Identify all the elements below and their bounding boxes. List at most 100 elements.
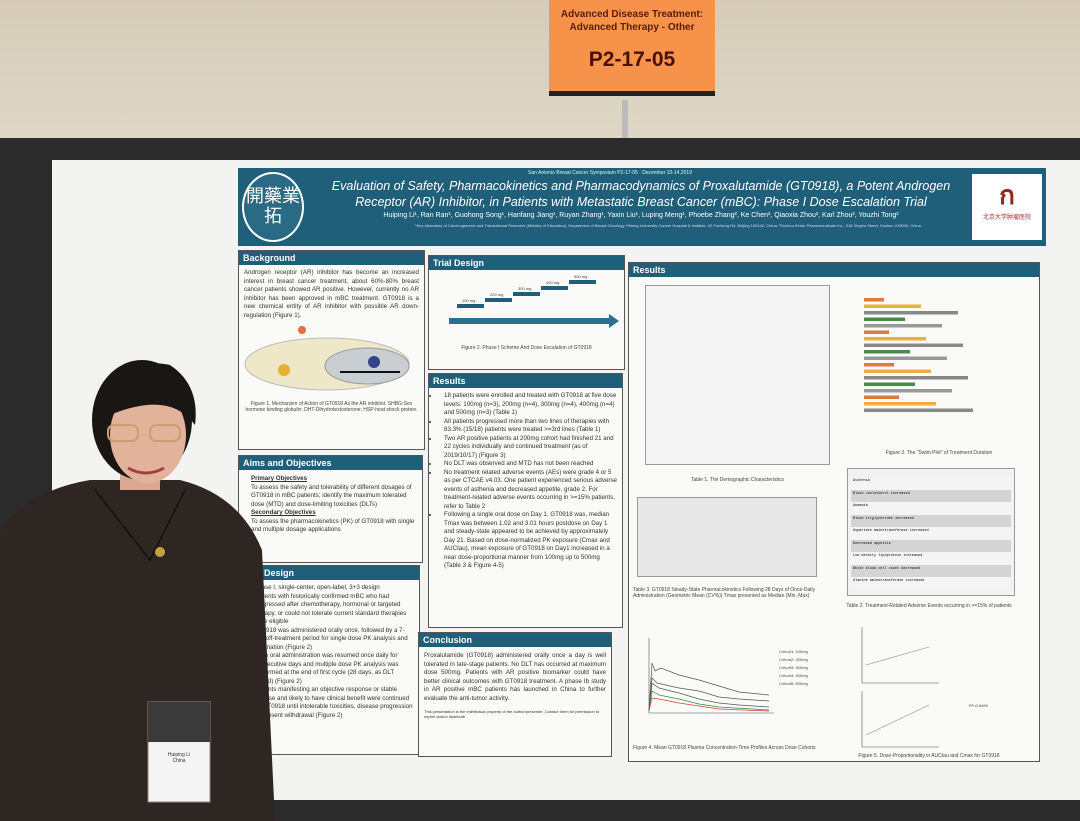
figure5-caption: Figure 5. Dose-Proportionality in AUCtau… xyxy=(858,753,1000,759)
dose-step xyxy=(569,280,596,284)
primary-objectives: To assess the safety and tolerability of… xyxy=(251,483,412,508)
sign-pole xyxy=(622,100,628,155)
poster-title: Evaluation of Safety, Pharmacokinetics a… xyxy=(331,179,951,209)
dose-step xyxy=(457,304,484,308)
swim-bar xyxy=(864,317,905,321)
figure5-dose-proportionality xyxy=(861,627,939,748)
design-item: Patients manifesting an objective respon… xyxy=(249,686,419,720)
background-heading: Background xyxy=(239,251,424,265)
swim-bar xyxy=(864,350,910,354)
background-text: Androgen receptor (AR) inhibitor has bec… xyxy=(244,269,419,319)
results-heading-right: Results xyxy=(629,263,1039,277)
swim-bar xyxy=(864,402,936,406)
swim-bar xyxy=(864,382,915,386)
swim-bar xyxy=(864,408,973,412)
results-panel-right: Results Table 1. The Demographic Charact… xyxy=(628,262,1040,762)
design-item: GT0918 was administered orally once, fol… xyxy=(249,627,419,653)
badge-name: Huiping Li xyxy=(167,752,191,758)
r-squared: R²=0.6469 xyxy=(969,703,988,708)
table2-row: Alanine aminotransferase increased xyxy=(851,577,1011,590)
conclusion-panel: Conclusion Proxalutamide (GT0918) admini… xyxy=(418,632,612,757)
logo-right: ก北京大学肿瘤医院 xyxy=(972,174,1042,240)
conclusion-text: Proxalutamide (GT0918) administered oral… xyxy=(424,652,606,702)
table2-row: Low density lipoprotein increased xyxy=(851,552,1011,565)
wall xyxy=(0,0,1080,150)
figure3-caption: Figure 3. The "Swim Plot" of Treatment D… xyxy=(885,450,993,456)
swim-bar xyxy=(864,395,899,399)
table2-row: Blood triglycerides increased xyxy=(851,514,1011,527)
dose-step xyxy=(513,292,540,296)
trial-design-heading: Trial Design xyxy=(429,256,624,270)
dose-step xyxy=(541,286,568,290)
result-item: All patients progressed more than two li… xyxy=(439,418,622,435)
dose-label: 200 mg xyxy=(490,292,503,297)
swim-bar xyxy=(864,343,963,347)
trial-design-panel: Trial Design 100 mg 200 mg 300 mg 400 mg… xyxy=(428,255,625,370)
mechanism-figure xyxy=(244,326,410,391)
dose-label: 500 mg xyxy=(574,274,587,279)
table2-row: Aspartate aminotransferase increased xyxy=(851,527,1011,540)
design-item: Then oral administration was resumed onc… xyxy=(249,652,419,686)
name-badge: Huiping Li China xyxy=(150,752,208,764)
poster-authors: Huiping Li¹, Ran Ran¹, Guohong Song¹, Ha… xyxy=(383,212,899,219)
result-item: No DLT was observed and MTD has not been… xyxy=(439,460,622,469)
swim-plot xyxy=(864,298,973,412)
result-item: Two AR positive patients at 200mg cohort… xyxy=(439,435,622,461)
figure4-pk-curves xyxy=(648,638,774,714)
legend-item: Cohort1: 100mg xyxy=(779,649,808,654)
copyright-footnote: This presentation is the intellectual pr… xyxy=(424,709,600,719)
conclusion-heading: Conclusion xyxy=(419,633,611,647)
table2-row: Asthenia xyxy=(851,477,1011,490)
swim-bar xyxy=(864,376,968,380)
results-heading-mid: Results xyxy=(429,374,622,388)
swim-bar xyxy=(864,356,947,360)
swim-bar xyxy=(864,298,884,302)
swim-bar xyxy=(864,330,889,334)
poster-header: 開藥業拓 San Antonio Breast Cancer Symposium… xyxy=(238,168,1046,246)
table1-demographics xyxy=(645,285,830,465)
table2-row: Blood cholesterol increased xyxy=(851,489,1011,502)
logo-left: 開藥業拓 xyxy=(242,172,304,242)
table3-pk xyxy=(637,497,817,577)
secondary-objectives: To assess the pharmacokinetics (PK) of G… xyxy=(251,517,415,534)
session-category: Advanced Disease Treatment: Advanced The… xyxy=(560,9,704,33)
table1-caption: Table 1. The Demographic Characteristics xyxy=(690,477,784,483)
badge-country: China xyxy=(172,758,186,764)
figure2-caption: Figure 2. Phase I Scheme And Dose Escala… xyxy=(461,345,592,351)
swim-bar xyxy=(864,311,958,315)
table3-caption: Table 3. GT0918 Steady-State Pharmacokin… xyxy=(633,587,816,599)
secondary-objectives-label: Secondary Objectives xyxy=(251,509,316,516)
trial-design-text-heading: Trial Design xyxy=(239,566,419,580)
poster-code: P2-17-05 xyxy=(588,48,676,71)
swim-bar xyxy=(864,363,894,367)
table2-caption: Table 2. Treatment-Related Adverse Event… xyxy=(846,603,1012,609)
result-item: 18 patients were enrolled and treated wi… xyxy=(439,392,622,418)
legend-item: Cohort3: 300mg xyxy=(779,665,808,670)
aims-heading: Aims and Objectives xyxy=(239,456,422,470)
table2-row: White blood cell count decreased xyxy=(851,564,1011,577)
figure1-caption: Figure 1. Mechanism of Action of GT0918 … xyxy=(245,401,418,413)
background-panel: Background Androgen receptor (AR) inhibi… xyxy=(238,250,425,450)
swim-bar xyxy=(864,389,952,393)
table2-adverse-events: Asthenia Blood cholesterol increased Anaem… xyxy=(847,468,1015,596)
aims-panel: Aims and Objectives Primary Objectives T… xyxy=(238,455,423,563)
result-item: No treatment related adverse events (AEs… xyxy=(439,469,622,512)
legend-item: Cohort4: 400mg xyxy=(779,673,808,678)
legend-item: Cohort2: 200mg xyxy=(779,657,808,662)
dose-label: 100 mg xyxy=(462,298,475,303)
presenter-photo xyxy=(0,360,275,821)
swim-bar xyxy=(864,304,921,308)
results-panel-mid: Results 18 patients were enrolled and tr… xyxy=(428,373,623,628)
timeline-arrow xyxy=(449,318,609,324)
table2-row: Anaemia xyxy=(851,502,1011,515)
swim-bar xyxy=(864,324,942,328)
table2-row: Decreased appetite xyxy=(851,539,1011,552)
swim-bar xyxy=(864,337,926,341)
poster-affiliations: ¹Key laboratory of Carcinogenesis and Tr… xyxy=(415,223,921,228)
dose-label: 300 mg xyxy=(518,286,531,291)
design-item: Patients with historically confirmed mBC… xyxy=(249,593,419,627)
primary-objectives-label: Primary Objectives xyxy=(251,475,308,482)
legend-item: Cohort5: 500mg xyxy=(779,681,808,686)
result-item: Following a single oral dose on Day 1, G… xyxy=(439,511,622,571)
design-item: Phase I, single-center, open-label, 3+3 … xyxy=(249,584,419,593)
